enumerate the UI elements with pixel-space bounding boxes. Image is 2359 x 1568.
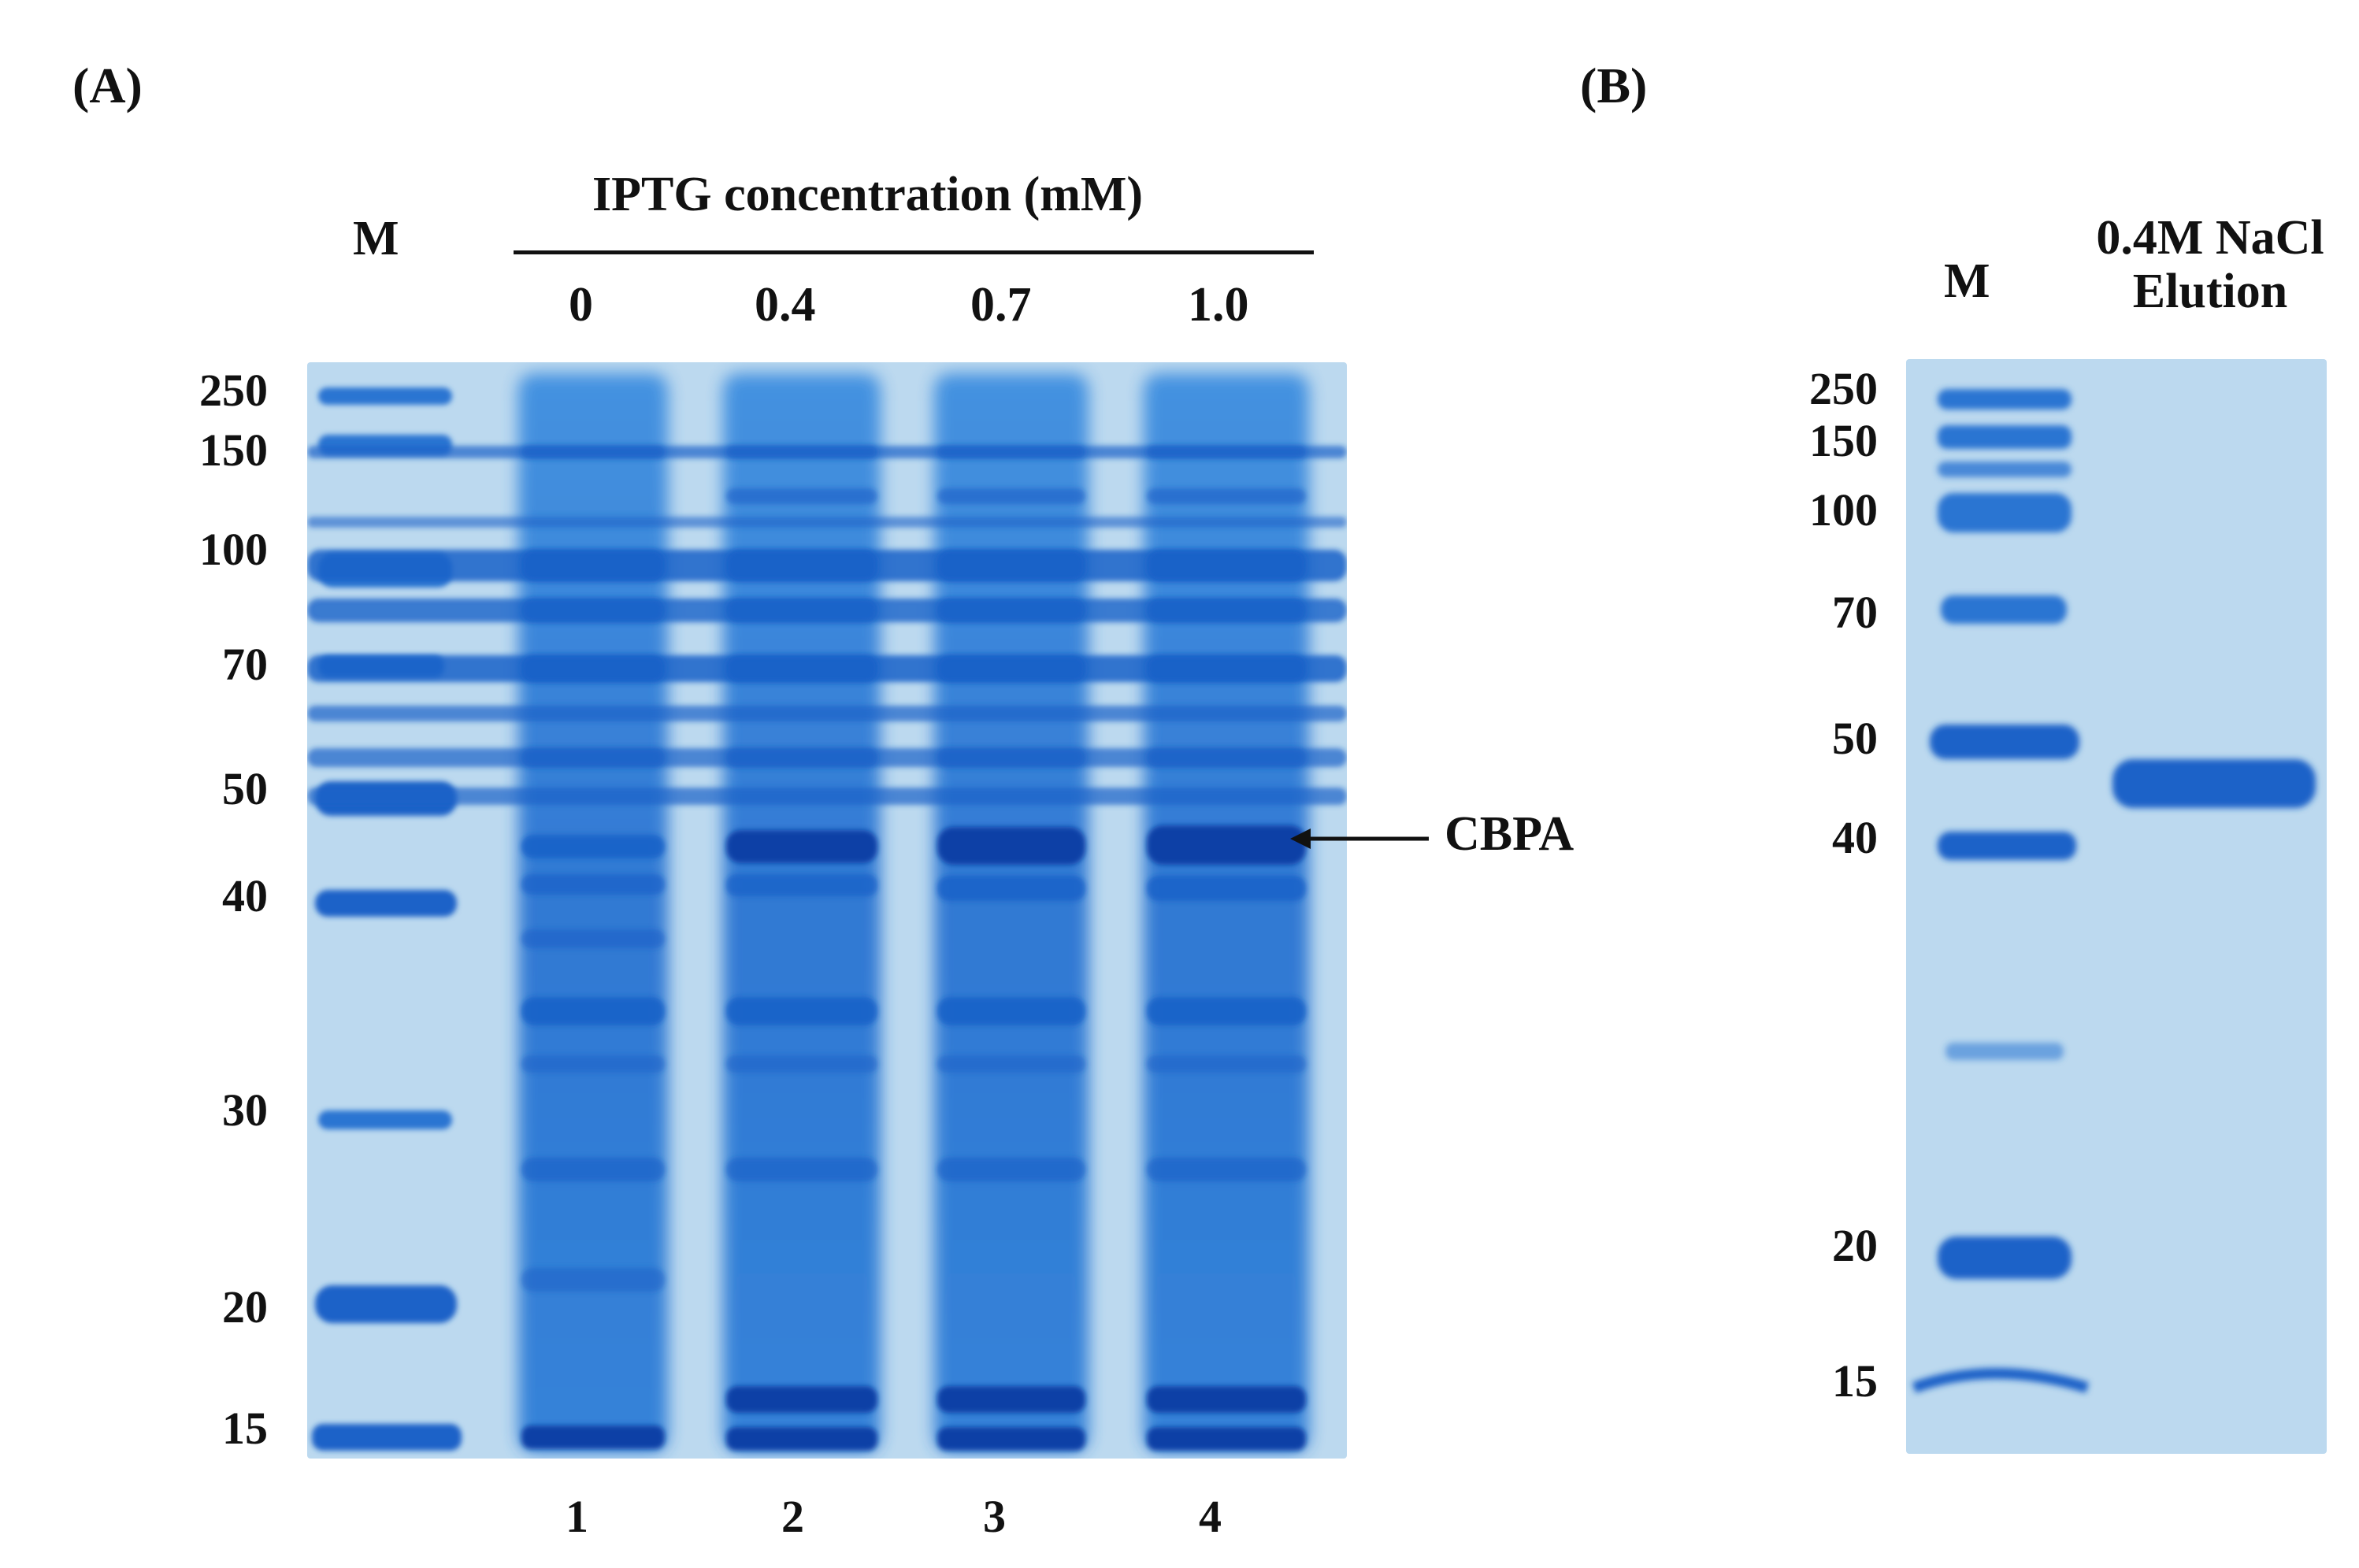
- lane-number-2: 2: [781, 1491, 804, 1542]
- cbpa-arrow-icon: [1290, 828, 1429, 849]
- concentration-0: 0: [569, 278, 593, 332]
- elution-label-line1: 0.4M NaCl: [2096, 211, 2324, 265]
- mw-label-70: 70: [222, 639, 268, 690]
- mw-b-label-40: 40: [1832, 812, 1878, 863]
- mw-b-label-100: 100: [1809, 484, 1878, 536]
- mw-label-20: 20: [222, 1281, 268, 1333]
- mw-label-100: 100: [199, 524, 268, 575]
- gel-a-image: [307, 362, 1347, 1459]
- panel-a-label: (A): [72, 57, 143, 113]
- mw-label-150: 150: [199, 424, 268, 476]
- mw-b-label-20: 20: [1832, 1220, 1878, 1271]
- mw-b-label-250: 250: [1809, 363, 1878, 414]
- iptg-title: IPTG concentration (mM): [592, 168, 1144, 221]
- mw-label-250: 250: [199, 365, 268, 416]
- gel-b-image: [1906, 359, 2327, 1454]
- concentration-1.0: 1.0: [1188, 278, 1249, 332]
- elution-label: 0.4M NaCl Elution: [2068, 211, 2352, 318]
- mw-label-40: 40: [222, 870, 268, 921]
- lane-number-3: 3: [983, 1491, 1006, 1542]
- iptg-bracket-line: [514, 250, 1314, 254]
- mw-label-15: 15: [222, 1403, 268, 1454]
- concentration-0.7: 0.7: [970, 278, 1032, 332]
- mw-label-30: 30: [222, 1084, 268, 1136]
- mw-label-50: 50: [222, 763, 268, 814]
- cbpa-label: CBPA: [1445, 807, 1575, 861]
- mw-b-label-15: 15: [1832, 1355, 1878, 1407]
- mw-b-label-150: 150: [1809, 415, 1878, 466]
- lane-number-1: 1: [566, 1491, 588, 1542]
- concentration-0.4: 0.4: [755, 278, 816, 332]
- mw-b-label-50: 50: [1832, 713, 1878, 764]
- panel-b-label: (B): [1580, 57, 1648, 113]
- panel-a-marker-label: M: [353, 212, 399, 265]
- elution-label-line2: Elution: [2132, 265, 2288, 319]
- panel-b-marker-label: M: [1944, 254, 1990, 308]
- lane-number-4: 4: [1199, 1491, 1222, 1542]
- mw-b-label-70: 70: [1832, 587, 1878, 638]
